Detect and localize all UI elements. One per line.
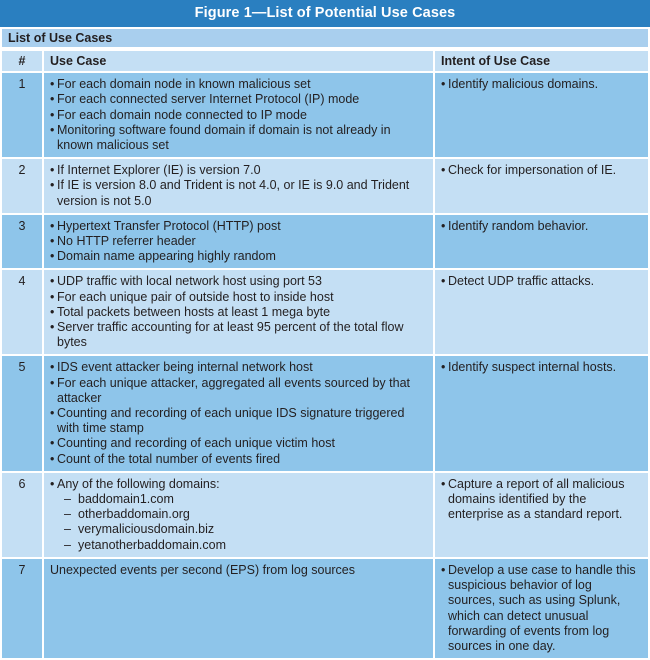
intent-cell: Detect UDP traffic attacks.	[435, 270, 648, 355]
header-use-case: Use Case	[44, 51, 435, 72]
domain-item: otherbaddomain.org	[50, 507, 427, 522]
intent-cell: Develop a use case to handle this suspic…	[435, 558, 648, 659]
table-row: 5 IDS event attacker being internal netw…	[2, 356, 648, 471]
row-number: 1	[2, 73, 44, 158]
header-num: #	[2, 51, 44, 72]
table-row: 3 Hypertext Transfer Protocol (HTTP) pos…	[2, 214, 648, 269]
intent-item: Identify suspect internal hosts.	[441, 360, 642, 375]
table-row: 4 UDP traffic with local network host us…	[2, 270, 648, 355]
intent-item: Check for impersonation of IE.	[441, 163, 642, 178]
use-case-item: Monitoring software found domain if doma…	[50, 123, 427, 153]
use-case-item: For each domain node connected to IP mod…	[50, 108, 427, 123]
use-case-item: Counting and recording of each unique vi…	[50, 436, 427, 451]
domain-item: yetanotherbaddomain.com	[50, 538, 427, 553]
row-number: 6	[2, 472, 44, 557]
intent-item: Identify random behavior.	[441, 219, 642, 234]
use-case-cell: Unexpected events per second (EPS) from …	[44, 558, 435, 659]
intent-cell: Identify suspect internal hosts.	[435, 356, 648, 471]
use-case-item: If IE is version 8.0 and Trident is not …	[50, 178, 427, 208]
use-case-item: Total packets between hosts at least 1 m…	[50, 305, 427, 320]
intent-item: Develop a use case to handle this suspic…	[441, 563, 642, 654]
row-number: 7	[2, 558, 44, 659]
intent-cell: Capture a report of all malicious domain…	[435, 472, 648, 557]
intent-cell: Identify random behavior.	[435, 214, 648, 269]
use-case-item: UDP traffic with local network host usin…	[50, 274, 427, 289]
row-number: 5	[2, 356, 44, 471]
table-row: 1 For each domain node in known maliciou…	[2, 73, 648, 158]
use-case-item: Hypertext Transfer Protocol (HTTP) post	[50, 219, 427, 234]
table-row: 7 Unexpected events per second (EPS) fro…	[2, 558, 648, 659]
use-case-cell: UDP traffic with local network host usin…	[44, 270, 435, 355]
use-case-text: Unexpected events per second (EPS) from …	[50, 562, 356, 577]
use-case-cell: Any of the following domains: baddomain1…	[44, 472, 435, 557]
domain-item: baddomain1.com	[50, 492, 427, 507]
figure-title: Figure 1—List of Potential Use Cases	[0, 0, 650, 27]
intent-item: Detect UDP traffic attacks.	[441, 274, 642, 289]
use-case-cell: For each domain node in known malicious …	[44, 73, 435, 158]
table-caption: List of Use Cases	[2, 29, 648, 47]
use-case-item: Count of the total number of events fire…	[50, 452, 427, 467]
row-number: 2	[2, 159, 44, 213]
use-case-cell: Hypertext Transfer Protocol (HTTP) post …	[44, 214, 435, 269]
use-case-item: No HTTP referrer header	[50, 234, 427, 249]
use-case-item: For each unique pair of outside host to …	[50, 290, 427, 305]
use-case-cell: IDS event attacker being internal networ…	[44, 356, 435, 471]
table-row: 2 If Internet Explorer (IE) is version 7…	[2, 159, 648, 213]
header-row: # Use Case Intent of Use Case	[2, 51, 648, 72]
row-number: 4	[2, 270, 44, 355]
intent-item: Capture a report of all malicious domain…	[441, 477, 642, 523]
use-case-item: For each unique attacker, aggregated all…	[50, 376, 427, 406]
use-case-item: IDS event attacker being internal networ…	[50, 360, 427, 375]
use-case-item: Counting and recording of each unique ID…	[50, 406, 427, 436]
use-case-item: Domain name appearing highly random	[50, 249, 427, 264]
use-cases-table: # Use Case Intent of Use Case 1 For each…	[2, 49, 648, 660]
intent-item: Identify malicious domains.	[441, 77, 642, 92]
use-case-item: If Internet Explorer (IE) is version 7.0	[50, 163, 427, 178]
use-case-item: Server traffic accounting for at least 9…	[50, 320, 427, 350]
domain-item: verymaliciousdomain.biz	[50, 522, 427, 537]
figure: Figure 1—List of Potential Use Cases Lis…	[0, 0, 650, 613]
table-row: 6 Any of the following domains: baddomai…	[2, 472, 648, 557]
intent-cell: Check for impersonation of IE.	[435, 159, 648, 213]
row-number: 3	[2, 214, 44, 269]
use-case-item: For each connected server Internet Proto…	[50, 92, 427, 107]
use-case-cell: If Internet Explorer (IE) is version 7.0…	[44, 159, 435, 213]
use-case-item: For each domain node in known malicious …	[50, 77, 427, 92]
intent-cell: Identify malicious domains.	[435, 73, 648, 158]
header-intent: Intent of Use Case	[435, 51, 648, 72]
use-case-item: Any of the following domains:	[50, 477, 427, 492]
